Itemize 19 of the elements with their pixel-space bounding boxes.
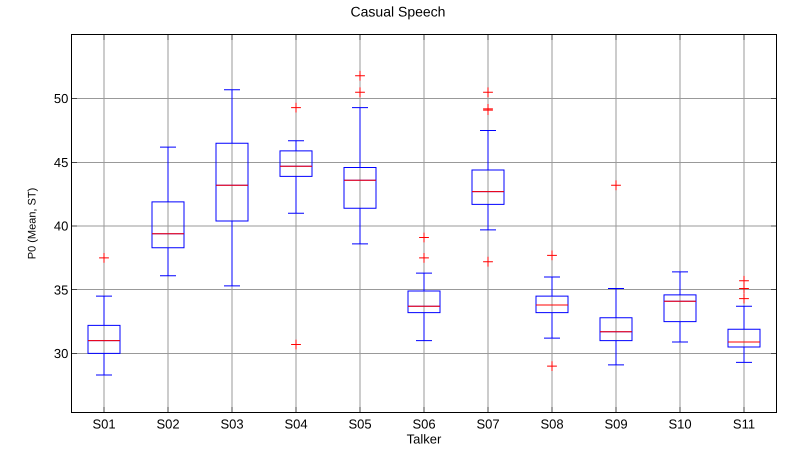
x-tick-label: S07	[476, 416, 500, 432]
x-tick-label: S11	[732, 416, 756, 432]
y-tick-label: 45	[54, 154, 68, 170]
x-tick-label: S04	[284, 416, 308, 432]
x-tick-label: S08	[540, 416, 564, 432]
x-tick-label: S01	[92, 416, 116, 432]
y-axis-title: P0 (Mean, ST)	[26, 188, 39, 260]
x-tick-label: S09	[604, 416, 628, 432]
x-tick-label: S03	[220, 416, 244, 432]
x-tick-label: S05	[348, 416, 372, 432]
x-tick-label: S10	[668, 416, 692, 432]
y-tick-label: 35	[54, 282, 68, 298]
x-tick-label: S02	[156, 416, 180, 432]
x-tick-label: S06	[412, 416, 436, 432]
chart-title: Casual Speech	[350, 4, 446, 20]
x-axis-title: Talker	[406, 432, 442, 447]
y-tick-label: 50	[54, 91, 68, 106]
y-tick-label: 30	[54, 346, 68, 361]
y-tick-label: 40	[54, 218, 68, 234]
